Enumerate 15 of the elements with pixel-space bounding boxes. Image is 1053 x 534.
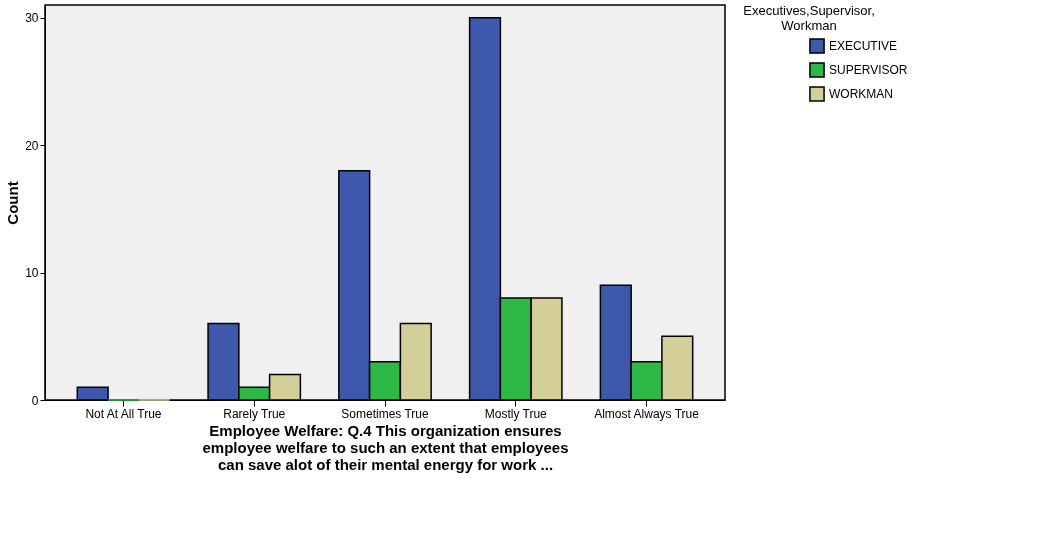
x-tick-label: Not At All True bbox=[85, 406, 162, 421]
y-axis-title: Count bbox=[4, 181, 22, 225]
x-axis-title: Employee Welfare: Q.4 This organization ensures employee welfare to such an extent that employees can save alot of their mental energy for work ... bbox=[202, 421, 569, 473]
y-tick-label: 10 bbox=[25, 266, 39, 281]
y-tick-label: 0 bbox=[31, 393, 39, 408]
legend-label: SUPERVISOR bbox=[829, 63, 908, 77]
y-tick-label: 30 bbox=[25, 11, 39, 26]
legend-title: Executives,Supervisor, Workman bbox=[743, 3, 875, 33]
x-tick-label: Rarely True bbox=[223, 406, 286, 421]
x-tick-label: Mostly True bbox=[484, 406, 548, 421]
legend-label: EXECUTIVE bbox=[829, 39, 898, 53]
x-tick-label: Almost Always True bbox=[594, 406, 700, 421]
legend-label: WORKMAN bbox=[829, 87, 893, 101]
y-tick-label: 20 bbox=[25, 138, 39, 153]
x-tick-label: Sometimes True bbox=[341, 406, 429, 421]
